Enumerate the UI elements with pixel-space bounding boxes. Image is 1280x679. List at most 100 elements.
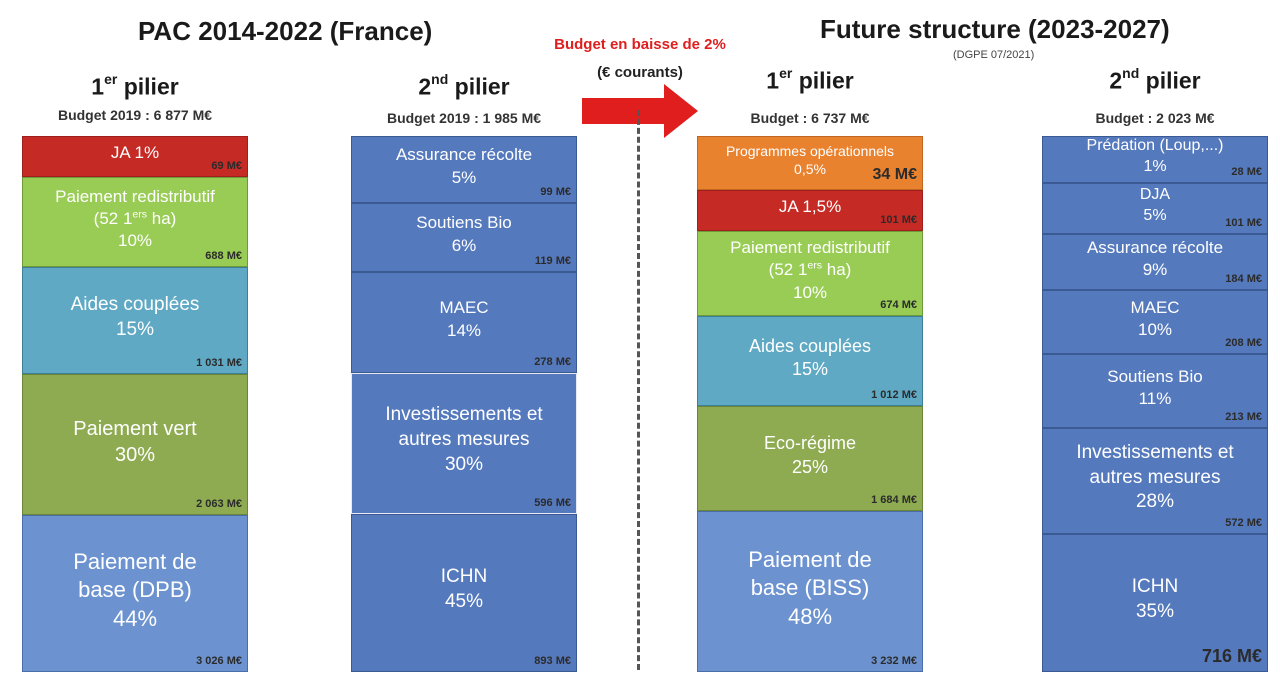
pillar-header: 2nd pilier [364,71,564,101]
block-line: 30% [114,443,155,466]
block-label: Paiement redistributif (52 1ers ha) 10% [55,186,215,252]
block-line: Soutiens Bio [1107,366,1203,386]
block-amount: 184 M€ [1225,272,1262,285]
block-line: 25% [791,456,829,477]
block-line: MAEC [439,298,489,318]
block-amount: 119 M€ [534,254,571,267]
block-label: ICHN 45% [441,565,487,614]
block-line: Aides couplées [70,293,200,315]
block-line: ICHN [440,566,488,588]
pillar-header: 1er pilier [35,71,235,101]
budget-label: Budget 2019 : 6 877 M€ [57,107,213,123]
budget-label: Budget : 6 737 M€ [750,110,870,126]
block-line: Paiement de [73,548,197,574]
pillar-text: pilier [792,67,854,94]
block-amount: 2 063 M€ [196,497,242,510]
budget-block: Prédation (Loup,...) 1% 28 M€ [1042,136,1268,183]
pillar-text: pilier [1139,67,1201,94]
block-line: 15% [115,318,155,340]
block-amount: 3 232 M€ [871,654,917,667]
block-line: 11% [1138,389,1172,408]
block-label: Investissements et autres mesures 30% [385,403,542,477]
block-amount: 674 M€ [880,298,917,311]
block-line: 45% [444,591,483,612]
block-label: MAEC 10% [1130,297,1179,341]
budget-block: JA 1,5% 101 M€ [697,190,923,231]
block-line: base (DPB) [78,577,192,603]
block-label: Aides couplées 15% [71,293,200,342]
block-line: 1% [1143,157,1167,175]
pillar-superscript: nd [431,71,449,87]
column-future-pillar-2: Prédation (Loup,...) 1% 28 M€ DJA 5% 101 M€ As… [1042,136,1268,672]
block-line: Assurance récolte [1086,237,1224,257]
pillar-header: 2nd pilier [1055,65,1255,95]
column-pac-pillar-1: JA 1% 69 M€ Paiement redistributif (52 1ers… [22,136,248,672]
block-amount: 572 M€ [1225,516,1262,529]
budget-block: Paiement de base (BISS) 48% 3 232 M€ [697,511,923,672]
pillar-text: pilier [448,73,510,100]
block-line: Programmes opérationnels [725,142,895,159]
budget-block: ICHN 45% 893 M€ [351,514,577,672]
block-label: Programmes opérationnels 0,5% [726,142,894,178]
block-line: Soutiens Bio [416,213,512,233]
budget-block: Soutiens Bio 6% 119 M€ [351,203,577,272]
block-label: Investissements et autres mesures 28% [1076,441,1233,515]
block-label: Paiement de base (BISS) 48% [748,546,872,632]
budget-block: DJA 5% 101 M€ [1042,183,1268,234]
block-label: Aides couplées 15% [749,335,871,382]
block-line: Paiement redistributif [55,186,215,206]
block-line: 15% [791,359,829,379]
arrow-label-1: Budget en baisse de 2% [554,36,726,53]
block-line: Aides couplées [748,335,872,356]
budget-label: Budget : 2 023 M€ [1095,110,1215,126]
block-amount: 893 M€ [534,654,571,667]
right-source: (DGPE 07/2021) [953,49,1035,61]
block-line: Investissements et [385,404,543,426]
arrow-label-2: (€ courants) [597,64,683,81]
block-label: Soutiens Bio 11% [1107,366,1202,410]
block-label: JA 1,5% [779,196,841,218]
block-line: 30% [444,453,484,475]
block-line: (52 1ers ha) [93,208,177,228]
block-line: 48% [787,603,833,629]
pillar-number: 1 [91,73,105,100]
block-line: JA 1,5% [778,197,842,217]
budget-block: MAEC 14% 278 M€ [351,272,577,373]
block-line: 6% [451,235,477,255]
budget-block: Eco-régime 25% 1 684 M€ [697,406,923,511]
block-amount: 1 031 M€ [196,356,242,369]
block-amount: 1 012 M€ [871,388,917,401]
budget-block: Paiement redistributif (52 1ers ha) 10% 674… [697,231,923,316]
budget-block: Programmes opérationnels 0,5% 34 M€ [697,136,923,190]
pillar-number: 1 [766,67,780,94]
block-line: DJA [1139,185,1171,203]
block-line: 10% [792,282,828,302]
budget-block: MAEC 10% 208 M€ [1042,290,1268,354]
block-line: base (BISS) [750,575,870,601]
pillar-header: 1er pilier [710,65,910,95]
block-amount: 99 M€ [540,185,571,198]
block-line: MAEC [1130,297,1180,317]
block-label: Paiement de base (DPB) 44% [73,548,197,634]
block-amount: 69 M€ [211,159,242,172]
block-line: Paiement vert [73,417,197,440]
column-pac-pillar-2: Assurance récolte 5% 99 M€ Soutiens Bio 6% 11… [351,136,577,672]
block-amount: 34 M€ [872,166,917,184]
block-amount: 596 M€ [534,496,571,509]
block-line: 9% [1142,260,1168,279]
block-amount: 1 684 M€ [871,493,917,506]
block-line: 5% [1143,206,1167,224]
pillar-superscript: er [104,71,118,87]
block-line: (52 1ers ha) [768,259,852,280]
block-line: 0,5% [794,161,826,177]
left-title: PAC 2014-2022 (France) [138,16,433,46]
budget-block: Paiement de base (DPB) 44% 3 026 M€ [22,515,248,672]
block-label: DJA 5% [1140,185,1170,227]
pillar-number: 2 [1109,67,1123,94]
budget-block: ICHN 35% 716 M€ [1042,534,1268,672]
arrow-right-icon [582,84,698,138]
block-amount: 688 M€ [205,249,242,262]
budget-block: Assurance récolte 9% 184 M€ [1042,234,1268,290]
budget-block: Investissements et autres mesures 30% 596 M… [351,373,577,514]
block-line: 44% [112,605,158,631]
